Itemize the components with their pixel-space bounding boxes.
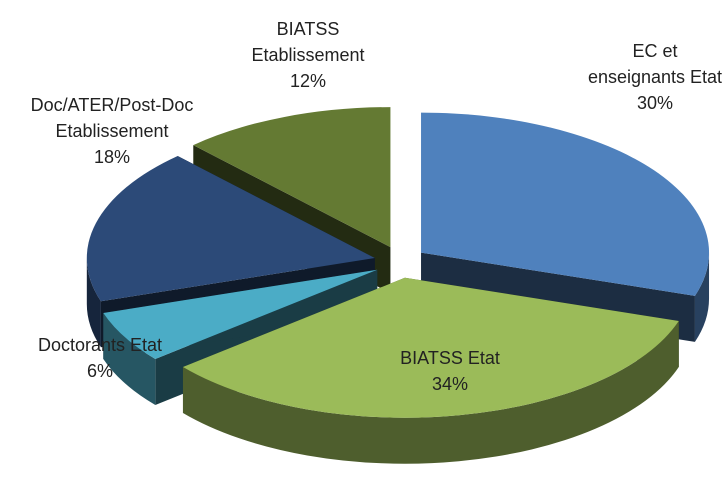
slice-label: Doctorants Etat 6%	[5, 332, 195, 384]
slice	[182, 277, 679, 464]
slice-top	[103, 269, 378, 359]
slice-rim	[182, 320, 679, 464]
slice-top	[182, 277, 679, 418]
slice-label: EC et enseignants Etat 30%	[585, 38, 724, 116]
slice-percent: 34%	[431, 374, 469, 394]
slice-category: Doc/ATER/Post-Doc Etablissement	[30, 95, 194, 141]
slice-top	[86, 155, 375, 302]
slice-percent: 30%	[636, 93, 674, 113]
slice-category: Doctorants Etat	[37, 335, 163, 355]
slice-top	[193, 107, 391, 248]
slice-label: BIATSS Etablissement 12%	[228, 16, 388, 94]
slice-rim	[694, 252, 710, 342]
slice-percent: 18%	[93, 147, 131, 167]
slice-label: BIATSS Etat 34%	[365, 345, 535, 397]
slice-category: EC et enseignants Etat	[587, 41, 723, 87]
slice-rim	[103, 312, 156, 405]
slice-top	[421, 112, 710, 296]
slice-category: BIATSS Etat	[400, 348, 500, 368]
slice-category: BIATSS Etablissement	[251, 19, 365, 65]
slice-rim	[86, 258, 101, 348]
slice-percent: 12%	[289, 71, 327, 91]
slice-percent: 6%	[86, 361, 113, 381]
slice-label: Doc/ATER/Post-Doc Etablissement 18%	[7, 92, 217, 170]
